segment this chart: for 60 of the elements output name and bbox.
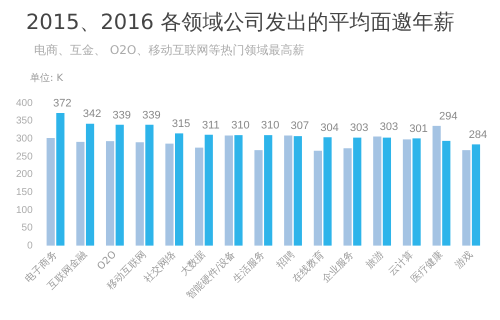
chart-title: 2015、2016 各领域公司发出的平均面邀年薪 [25, 9, 456, 36]
x-tick-label: 招聘 [274, 248, 297, 272]
bar [442, 140, 450, 246]
bar [116, 124, 124, 246]
bar [264, 135, 272, 246]
x-tick-label: 旅游 [363, 248, 386, 272]
y-tick-label: 250 [16, 151, 34, 162]
y-tick-label: 100 [16, 204, 34, 216]
data-label: 294 [439, 110, 458, 122]
bar [373, 136, 382, 246]
y-tick-label: 0 [27, 240, 34, 252]
bar [46, 138, 55, 246]
bar [462, 150, 470, 246]
data-label: 339 [142, 109, 161, 122]
data-label: 310 [231, 120, 250, 132]
bar [204, 134, 213, 246]
bar [86, 124, 94, 246]
data-label: 339 [112, 109, 131, 122]
chart-subtitle: 电商、互金、 O2O、移动互联网等热门领域最高薪 [33, 42, 306, 59]
y-tick-label: 150 [16, 186, 34, 198]
data-label: 284 [468, 128, 488, 141]
bar [165, 144, 174, 246]
bar [234, 135, 243, 246]
data-label: 307 [290, 120, 310, 132]
bar [314, 150, 322, 246]
y-tick-label: 300 [16, 133, 34, 144]
bar [432, 126, 441, 246]
bar [412, 138, 421, 246]
bar [254, 150, 263, 246]
data-label: 303 [380, 121, 398, 134]
bar [175, 133, 184, 246]
bar [343, 148, 352, 246]
bar [353, 138, 362, 246]
bar [472, 144, 480, 246]
data-label: 342 [82, 108, 102, 120]
bar [195, 148, 204, 246]
bar [284, 135, 292, 246]
bar [106, 141, 114, 246]
bar [224, 135, 233, 246]
bar [136, 142, 144, 246]
y-tick-label: 400 [16, 98, 34, 109]
bar [323, 137, 332, 246]
data-label: 310 [260, 120, 280, 132]
bar [382, 138, 392, 246]
text: 单位: K [29, 72, 64, 85]
data-label: 315 [172, 118, 190, 130]
x-tick-label: 游戏 [452, 248, 476, 272]
data-label: 301 [409, 122, 428, 135]
bar [56, 112, 64, 246]
bar [76, 142, 84, 246]
data-label: 304 [320, 122, 339, 134]
y-tick-label: 200 [16, 169, 34, 180]
bar [402, 139, 412, 246]
y-tick-label: 50 [22, 222, 34, 234]
data-label: 372 [53, 98, 72, 110]
data-label: 311 [202, 119, 220, 132]
data-label: 303 [350, 122, 368, 134]
bar [294, 136, 302, 246]
y-tick-label: 350 [16, 116, 34, 127]
bar [145, 124, 154, 246]
